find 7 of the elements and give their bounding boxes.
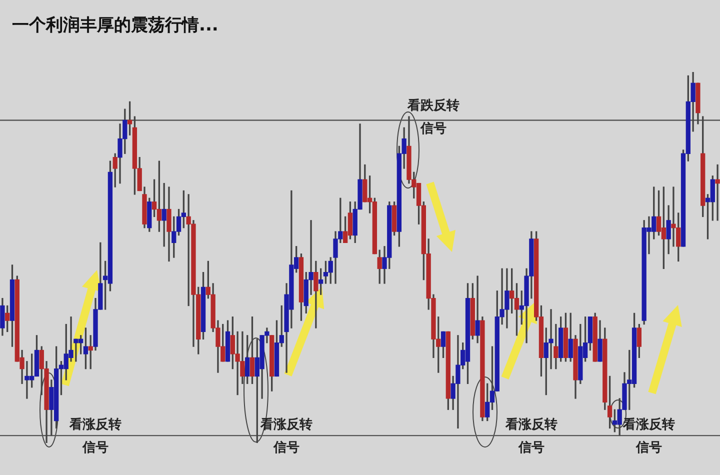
chart-title: 一个利润丰厚的震荡行情... <box>12 15 218 36</box>
annotation: 看涨反转信号 <box>68 416 122 456</box>
candlestick <box>715 164 720 221</box>
annotation: 看跌反转信号 <box>406 97 460 136</box>
candlestick <box>475 276 480 344</box>
annotation: 看涨反转信号 <box>504 416 558 456</box>
annotation: 看涨反转信号 <box>622 416 675 456</box>
